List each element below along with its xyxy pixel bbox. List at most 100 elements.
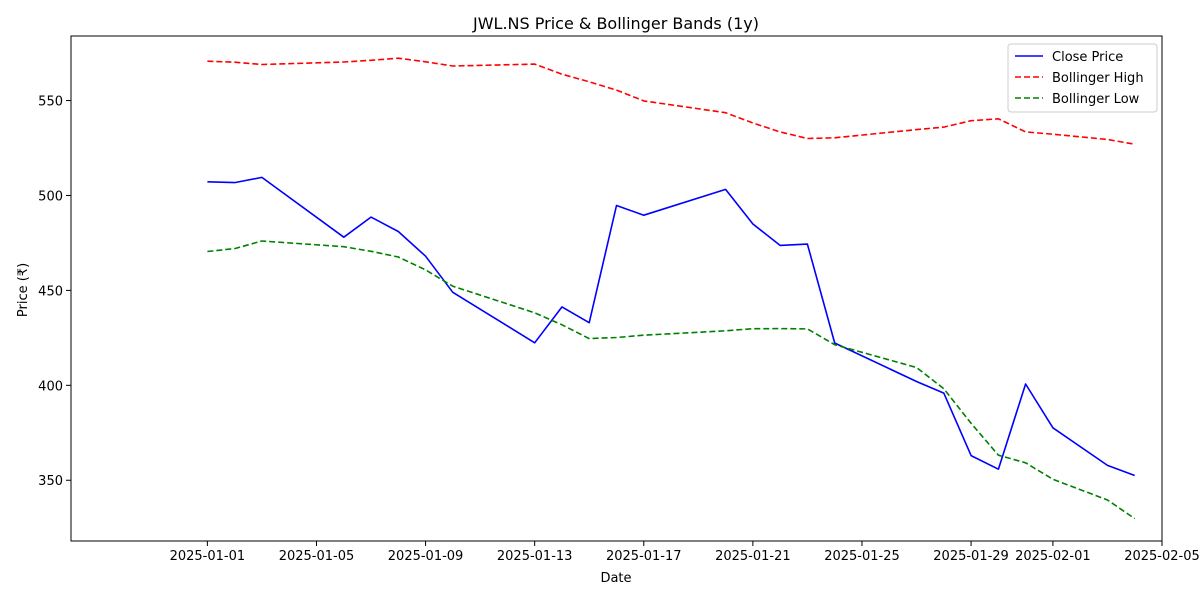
data-point-close-price — [343, 236, 345, 238]
data-point-close-price — [970, 454, 972, 456]
data-point-bollinger-low — [724, 330, 726, 332]
data-point-bollinger-high — [943, 126, 945, 128]
data-point-bollinger-low — [779, 327, 781, 329]
legend-label: Bollinger Low — [1052, 92, 1140, 107]
data-point-close-price — [370, 216, 372, 218]
chart-title: JWL.NS Price & Bollinger Bands (1y) — [472, 14, 759, 33]
data-point-close-price — [752, 223, 754, 225]
data-point-bollinger-high — [779, 131, 781, 133]
data-point-bollinger-low — [261, 240, 263, 242]
data-point-bollinger-low — [943, 388, 945, 390]
data-point-close-price — [806, 243, 808, 245]
x-tick-label: 2025-01-01 — [170, 549, 246, 564]
data-point-bollinger-low — [561, 324, 563, 326]
data-point-bollinger-high — [397, 57, 399, 59]
legend-label: Close Price — [1052, 50, 1123, 65]
data-point-bollinger-low — [970, 422, 972, 424]
data-point-bollinger-high — [1052, 133, 1054, 135]
data-point-bollinger-high — [452, 65, 454, 67]
data-point-close-price — [643, 214, 645, 216]
data-point-bollinger-high — [1106, 138, 1108, 140]
data-point-bollinger-low — [1052, 478, 1054, 480]
x-tick-label: 2025-01-17 — [606, 549, 682, 564]
data-point-bollinger-low — [397, 256, 399, 258]
data-point-close-price — [424, 255, 426, 257]
data-point-bollinger-high — [534, 63, 536, 65]
data-point-bollinger-low — [588, 337, 590, 339]
data-point-bollinger-high — [370, 59, 372, 61]
data-point-close-price — [615, 204, 617, 206]
data-point-bollinger-low — [1024, 462, 1026, 464]
x-tick-label: 2025-01-09 — [388, 549, 464, 564]
data-point-bollinger-low — [1106, 499, 1108, 501]
x-tick-label: 2025-01-05 — [279, 549, 355, 564]
data-point-bollinger-low — [343, 246, 345, 248]
x-tick-label: 2025-01-21 — [715, 549, 791, 564]
data-point-bollinger-high — [643, 100, 645, 102]
data-point-bollinger-low — [834, 344, 836, 346]
data-point-bollinger-high — [970, 120, 972, 122]
data-point-close-price — [1024, 383, 1026, 385]
legend-label: Bollinger High — [1052, 71, 1144, 86]
data-point-close-price — [452, 291, 454, 293]
y-tick-label: 400 — [38, 379, 63, 394]
data-point-close-price — [724, 188, 726, 190]
data-point-bollinger-high — [424, 61, 426, 63]
x-tick-label: 2025-01-29 — [933, 549, 1009, 564]
x-tick-label: 2025-02-01 — [1015, 549, 1091, 564]
data-point-close-price — [1134, 474, 1136, 476]
data-point-bollinger-low — [752, 328, 754, 330]
data-point-bollinger-low — [206, 250, 208, 252]
data-point-close-price — [1106, 464, 1108, 466]
data-point-bollinger-low — [643, 334, 645, 336]
x-axis-label: Date — [600, 571, 631, 586]
series-line-bollinger-low — [207, 240, 1136, 520]
data-point-close-price — [997, 468, 999, 470]
data-point-bollinger-low — [997, 454, 999, 456]
data-point-bollinger-high — [997, 118, 999, 120]
data-point-close-price — [779, 244, 781, 246]
data-point-bollinger-low — [452, 285, 454, 287]
data-point-bollinger-low — [370, 250, 372, 252]
data-point-close-price — [943, 392, 945, 394]
data-point-bollinger-high — [206, 60, 208, 62]
data-point-bollinger-high — [1024, 131, 1026, 133]
data-point-close-price — [534, 342, 536, 344]
x-tick-label: 2025-02-05 — [1124, 549, 1200, 564]
data-point-bollinger-low — [534, 312, 536, 314]
plot-area — [206, 57, 1136, 520]
data-point-close-price — [397, 230, 399, 232]
x-tick-label: 2025-01-13 — [497, 549, 573, 564]
data-point-bollinger-high — [343, 61, 345, 63]
legend: Close Price Bollinger High Bollinger Low — [1007, 43, 1158, 113]
data-point-close-price — [206, 181, 208, 183]
data-point-bollinger-high — [615, 89, 617, 91]
data-point-bollinger-low — [234, 247, 236, 249]
data-point-close-price — [261, 176, 263, 178]
axes: 2025-01-01 2025-01-05 2025-01-09 2025-01-13… — [38, 35, 1200, 564]
data-point-bollinger-low — [424, 269, 426, 271]
data-point-close-price — [234, 181, 236, 183]
y-tick-label: 500 — [38, 189, 63, 204]
data-point-close-price — [915, 380, 917, 382]
data-point-bollinger-high — [1134, 143, 1136, 145]
series-line-close-price — [207, 176, 1135, 477]
data-point-bollinger-high — [261, 63, 263, 65]
data-point-bollinger-high — [915, 128, 917, 130]
y-tick-label: 550 — [38, 95, 63, 110]
data-point-bollinger-high — [561, 73, 563, 75]
data-point-bollinger-high — [834, 137, 836, 139]
axes-frame — [70, 35, 1163, 542]
data-point-close-price — [588, 322, 590, 324]
data-point-bollinger-high — [724, 112, 726, 114]
data-point-close-price — [561, 306, 563, 308]
x-tick-label: 2025-01-25 — [824, 549, 900, 564]
data-point-bollinger-low — [1134, 517, 1136, 519]
data-point-bollinger-high — [234, 61, 236, 63]
data-point-bollinger-low — [806, 328, 808, 330]
data-point-bollinger-high — [806, 137, 808, 139]
y-tick-label: 350 — [38, 474, 63, 489]
legend-box — [1007, 43, 1158, 113]
